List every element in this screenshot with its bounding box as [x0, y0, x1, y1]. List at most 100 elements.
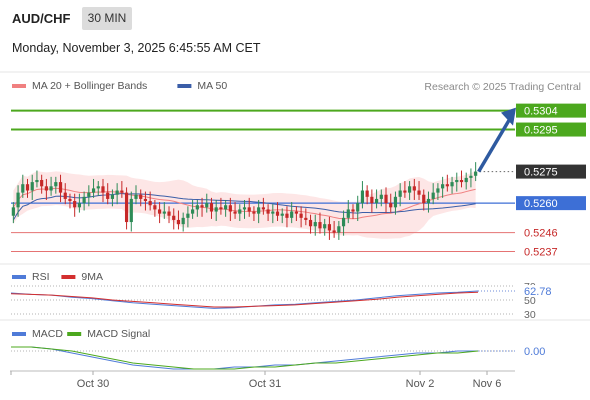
candle-body-54	[266, 209, 270, 214]
candle-body-48	[238, 209, 242, 214]
candle-body-87	[422, 194, 426, 204]
candle-body-12	[68, 198, 72, 202]
x-label-1: Oct 31	[249, 378, 281, 390]
candle-body-7	[44, 186, 48, 191]
candle-body-63	[308, 219, 313, 227]
candle-body-32	[162, 211, 166, 214]
projection-arrow-shaft	[477, 117, 512, 173]
macd-legend-swatch-0	[12, 332, 26, 336]
candle-body-75	[365, 190, 369, 197]
candle-body-64	[313, 222, 317, 227]
candle-body-58	[285, 213, 289, 218]
candle-body-72	[351, 209, 355, 212]
candle-body-86	[417, 190, 421, 195]
candle-body-97	[469, 175, 473, 178]
rsi-current-value: 62.78	[524, 286, 552, 298]
candle-body-18	[96, 186, 100, 189]
macd-current-bg	[520, 345, 556, 357]
candle-body-3	[25, 184, 30, 191]
candle-body-4	[30, 182, 34, 191]
candle-body-53	[261, 207, 265, 210]
candle-body-0	[11, 207, 15, 216]
candle-body-19	[101, 186, 105, 193]
macd-legend-swatch-1	[67, 332, 82, 336]
candle-body-11	[63, 192, 67, 199]
rsi-tick-30: 30	[524, 309, 536, 321]
candle-body-93	[450, 182, 454, 187]
candle-body-85	[412, 186, 416, 191]
macd-legend-label-1: MACD Signal	[87, 328, 150, 340]
candle-body-96	[464, 177, 468, 183]
candle-body-94	[455, 180, 459, 183]
candle-body-42	[209, 203, 214, 212]
level-label-0.5304: 0.5304	[524, 106, 558, 118]
rsi-current-bg	[520, 285, 556, 298]
candle-body-49	[242, 207, 247, 210]
candle-body-79	[384, 194, 388, 204]
rsi-legend-swatch-1	[61, 275, 76, 279]
candle-body-40	[200, 205, 204, 208]
candle-body-89	[431, 192, 435, 199]
candle-body-43	[214, 207, 218, 212]
timeframe-badge[interactable]: 30 MIN	[82, 7, 132, 30]
candle-body-47	[233, 211, 237, 214]
candle-body-46	[228, 205, 232, 212]
price-legend-swatch-1	[177, 84, 192, 88]
candle-body-26	[134, 194, 138, 199]
candle-body-15	[82, 196, 86, 204]
candle-body-37	[186, 213, 190, 218]
candle-body-35	[176, 219, 181, 225]
candle-body-73	[356, 203, 360, 212]
candle-body-80	[389, 203, 393, 208]
candle-body-66	[323, 224, 327, 229]
price-legend-label-1: MA 50	[197, 80, 227, 92]
level-label-0.5275: 0.5275	[524, 167, 558, 179]
rsi-series-1	[10, 291, 479, 308]
candle-body-29	[148, 201, 152, 206]
candle-body-45	[224, 205, 228, 210]
candle-body-24	[124, 192, 129, 223]
candle-body-91	[441, 184, 445, 189]
candle-body-9	[54, 182, 58, 187]
candle-body-20	[106, 192, 110, 199]
candle-body-38	[191, 209, 195, 214]
candle-body-10	[58, 182, 63, 193]
macd-legend-label-0: MACD	[32, 328, 63, 340]
candle-body-59	[290, 211, 294, 218]
candle-body-28	[143, 198, 148, 202]
x-label-0: Oct 30	[77, 378, 109, 390]
candle-body-95	[459, 180, 464, 183]
x-label-3: Nov 6	[473, 378, 502, 390]
level-label-0.5237: 0.5237	[524, 246, 558, 258]
candle-body-2	[21, 184, 25, 193]
candle-body-70	[341, 217, 346, 227]
candle-body-67	[327, 224, 332, 231]
candle-body-21	[110, 194, 115, 199]
candle-body-44	[219, 207, 223, 210]
candle-body-36	[181, 217, 185, 225]
candle-body-74	[360, 190, 365, 204]
candle-body-6	[40, 180, 44, 187]
price-legend-swatch-0	[12, 84, 26, 88]
candle-body-78	[379, 194, 383, 199]
price-legend-label-0: MA 20 + Bollinger Bands	[32, 80, 147, 92]
rsi-legend-swatch-0	[12, 275, 26, 279]
candle-body-81	[393, 196, 398, 208]
candle-body-69	[337, 226, 341, 233]
candle-body-52	[257, 207, 261, 214]
candle-body-25	[129, 198, 133, 223]
candle-body-31	[157, 209, 162, 214]
level-label-0.5246: 0.5246	[524, 228, 558, 240]
candle-body-92	[445, 184, 449, 187]
rsi-legend-label-0: RSI	[32, 271, 50, 283]
candle-body-83	[403, 190, 407, 193]
level-tag-0.5295	[516, 122, 586, 137]
level-label-0.5295: 0.5295	[524, 125, 558, 137]
candle-body-51	[252, 211, 256, 214]
candle-body-84	[408, 186, 412, 193]
candle-body-30	[153, 205, 157, 210]
candle-body-41	[205, 203, 209, 208]
candle-body-14	[77, 203, 81, 208]
rsi-tick-50: 50	[524, 295, 536, 307]
